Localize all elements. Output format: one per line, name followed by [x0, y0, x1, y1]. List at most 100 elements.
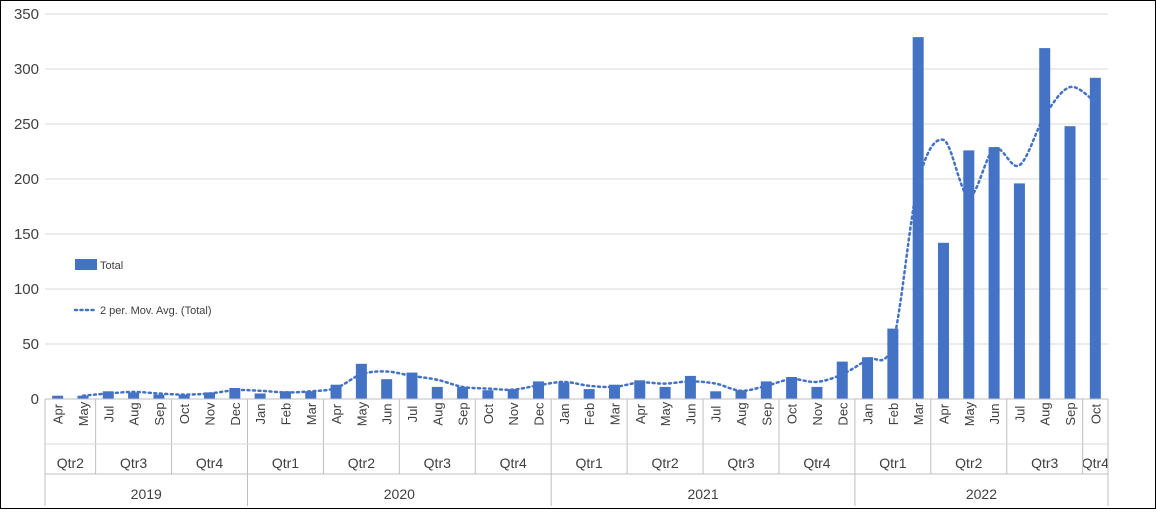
- x-tick-label-month: Sep: [456, 402, 471, 425]
- x-tick-label-month: Feb: [278, 403, 293, 425]
- x-tick-label-month: Mar: [911, 402, 926, 425]
- x-tick-label-month: Jul: [101, 406, 116, 423]
- x-tick-label-month: Mar: [607, 402, 622, 425]
- bar: [583, 389, 595, 399]
- y-axis: 0 50 100 150 200 250 300 350: [14, 6, 39, 408]
- x-tick-label-month: Aug: [1038, 402, 1053, 425]
- y-tick-label: 0: [31, 391, 39, 408]
- x-tick-label-month: Aug: [127, 402, 142, 425]
- bar: [1039, 48, 1051, 399]
- x-tick-label-month: Oct: [481, 404, 496, 425]
- x-tick-label-quarter: Qtr1: [272, 455, 299, 471]
- bars-total: [52, 37, 1101, 400]
- x-tick-label-month: Dec: [228, 402, 243, 426]
- x-tick-label-month: Dec: [835, 402, 850, 426]
- bar: [153, 394, 165, 399]
- x-tick-label-month: Nov: [506, 402, 521, 426]
- bar: [229, 388, 241, 399]
- bar: [482, 390, 494, 399]
- bar: [406, 372, 418, 399]
- x-tick-label-quarter: Qtr2: [955, 455, 982, 471]
- y-tick-label: 300: [14, 61, 39, 78]
- moving-average-line: [81, 85, 1097, 397]
- x-tick-label-month: Oct: [1088, 404, 1103, 425]
- bar: [710, 391, 722, 399]
- bar: [381, 379, 393, 399]
- x-tick-label-month: May: [354, 401, 369, 426]
- x-tick-label-month: Jan: [253, 404, 268, 425]
- y-tick-label: 50: [22, 336, 39, 353]
- bar: [988, 147, 1000, 399]
- x-tick-label-month: Apr: [936, 403, 951, 424]
- x-tick-label-month: Feb: [886, 403, 901, 425]
- y-tick-label: 150: [14, 226, 39, 243]
- x-tick-label-month: Nov: [810, 402, 825, 426]
- x-tick-label-year: 2021: [687, 486, 718, 502]
- x-tick-label-quarter: Qtr3: [424, 455, 451, 471]
- x-tick-label-month: Apr: [51, 403, 66, 424]
- bar: [305, 391, 317, 399]
- y-tick-label: 250: [14, 116, 39, 133]
- bar: [634, 380, 646, 399]
- bar: [659, 386, 671, 399]
- x-tick-label-quarter: Qtr4: [803, 455, 830, 471]
- x-tick-label-quarter: Qtr4: [500, 455, 527, 471]
- x-tick-label-quarter: Qtr1: [576, 455, 603, 471]
- x-tick-label-year: 2019: [131, 486, 162, 502]
- x-tick-label-month: Jul: [709, 406, 724, 423]
- bar: [457, 386, 469, 399]
- bar: [786, 377, 798, 399]
- bar: [760, 381, 772, 399]
- x-tick-label-month: Jun: [380, 404, 395, 425]
- x-tick-label-month: Sep: [1063, 402, 1078, 425]
- x-tick-label-quarter: Qtr2: [57, 455, 84, 471]
- bar: [507, 389, 519, 399]
- x-tick-label-month: Jun: [987, 404, 1002, 425]
- x-tick-label-quarter: Qtr2: [651, 455, 678, 471]
- x-tick-label-month: May: [962, 401, 977, 426]
- bar: [836, 361, 848, 399]
- bar: [937, 242, 949, 399]
- gridlines: [45, 13, 1108, 400]
- x-tick-label-month: May: [76, 401, 91, 426]
- bar: [1013, 183, 1025, 399]
- bar: [912, 37, 924, 399]
- bar: [52, 395, 64, 399]
- y-tick-label: 350: [14, 6, 39, 23]
- bar: [178, 394, 190, 399]
- x-tick-label-year: 2020: [384, 486, 415, 502]
- x-tick-label-quarter: Qtr2: [348, 455, 375, 471]
- bar: [431, 386, 443, 399]
- legend-label-total: Total: [100, 260, 123, 272]
- x-tick-label-month: Oct: [785, 404, 800, 425]
- legend: Total 2 per. Mov. Avg. (Total): [73, 259, 211, 317]
- x-tick-label-month: Oct: [177, 404, 192, 425]
- x-tick-label-quarter: Qtr4: [196, 455, 223, 471]
- bar: [862, 357, 874, 399]
- x-tick-label-month: Sep: [759, 402, 774, 425]
- bar: [963, 150, 975, 399]
- x-tick-label-quarter: Qtr4: [1082, 455, 1109, 471]
- x-tick-label-quarter: Qtr3: [727, 455, 754, 471]
- bar: [102, 391, 114, 399]
- x-tick-label-month: Jan: [861, 404, 876, 425]
- x-tick-label-month: Jun: [683, 404, 698, 425]
- bar: [684, 375, 696, 399]
- x-tick-label-month: Sep: [152, 402, 167, 425]
- x-tick-label-month: May: [658, 401, 673, 426]
- bar: [1064, 126, 1076, 399]
- x-tick-label-month: Jul: [405, 406, 420, 423]
- bar: [279, 391, 291, 399]
- y-tick-label: 200: [14, 171, 39, 188]
- x-tick-label-year: 2022: [966, 486, 997, 502]
- bar: [887, 328, 899, 399]
- x-tick-label-quarter: Qtr3: [120, 455, 147, 471]
- legend-label-mavg: 2 per. Mov. Avg. (Total): [100, 305, 211, 317]
- bar: [735, 390, 747, 399]
- bar: [204, 392, 216, 399]
- x-tick-label-month: Apr: [329, 403, 344, 424]
- x-tick-label-month: Dec: [532, 402, 547, 426]
- x-tick-label-month: Jan: [557, 404, 572, 425]
